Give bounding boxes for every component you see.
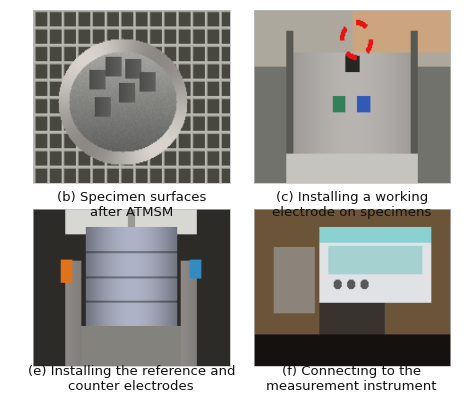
Text: (f) Connecting to the
measurement instrument: (f) Connecting to the measurement instru… <box>266 365 437 393</box>
Text: (c) Installing a working
electrode on specimens: (c) Installing a working electrode on sp… <box>272 191 431 219</box>
Text: (b) Specimen surfaces
after ATMSM: (b) Specimen surfaces after ATMSM <box>56 191 206 219</box>
Text: (e) Installing the reference and
counter electrodes: (e) Installing the reference and counter… <box>27 365 235 393</box>
